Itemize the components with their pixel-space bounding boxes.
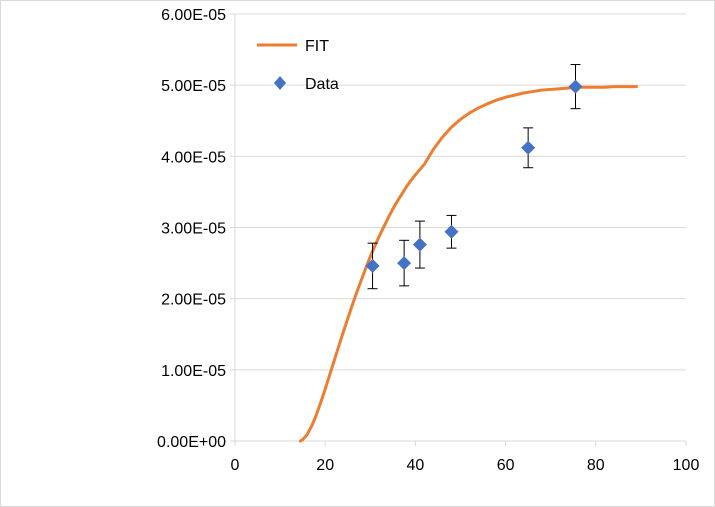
y-tick-label: 4.00E-05 [161,149,226,166]
data-marker [568,79,583,94]
x-tick-label: 40 [407,457,425,474]
y-tick-label: 2.00E-05 [161,292,226,309]
tick-labels: 0.00E+00 1.00E-05 2.00E-05 3.00E-05 4.00E-05… [157,7,699,474]
y-tick-label: 5.00E-05 [161,78,226,95]
y-tick-label: 0.00E+00 [157,434,226,451]
fit-line [298,85,638,443]
data-point [412,220,427,269]
gridlines [235,13,686,371]
data-marker [521,140,536,155]
data-point [568,64,583,110]
x-tick-label: 60 [497,457,515,474]
x-tick-label: 0 [231,457,240,474]
data-marker [444,224,459,239]
legend: FIT Data [257,38,339,93]
axes [230,13,687,446]
legend-data-marker [274,76,286,90]
data-point [444,214,459,249]
data-point [365,242,380,290]
y-tick-label: 3.00E-05 [161,221,226,238]
data-series [365,64,583,290]
x-tick-label: 80 [587,457,605,474]
y-tick-label: 6.00E-05 [161,7,226,24]
data-point [521,127,536,169]
legend-fit-label: FIT [305,38,329,55]
data-marker [397,256,412,271]
x-tick-label: 100 [673,457,700,474]
data-point [397,239,412,287]
y-tick-label: 1.00E-05 [161,363,226,380]
fit-series [298,85,638,443]
data-marker [412,237,427,252]
data-marker [365,258,380,273]
x-tick-label: 20 [316,457,334,474]
legend-data-label: Data [305,76,339,93]
